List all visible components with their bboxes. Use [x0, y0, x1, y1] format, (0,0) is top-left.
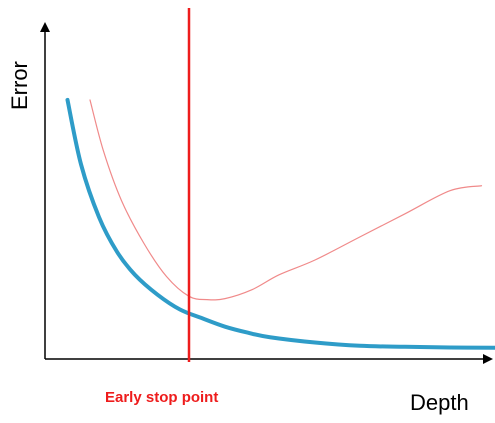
x-axis-label: Depth	[410, 390, 469, 415]
series-line-thick	[65, 97, 495, 350]
y-axis-label: Error	[7, 61, 32, 110]
x-axis-arrow-icon	[483, 354, 493, 364]
series-layer	[65, 97, 495, 350]
early-stop-label: Early stop point	[105, 389, 218, 406]
y-axis-arrow-icon	[40, 22, 50, 32]
annotation-layer: Early stop point	[105, 8, 218, 406]
axes	[40, 22, 493, 364]
series-line-thin	[89, 99, 483, 301]
